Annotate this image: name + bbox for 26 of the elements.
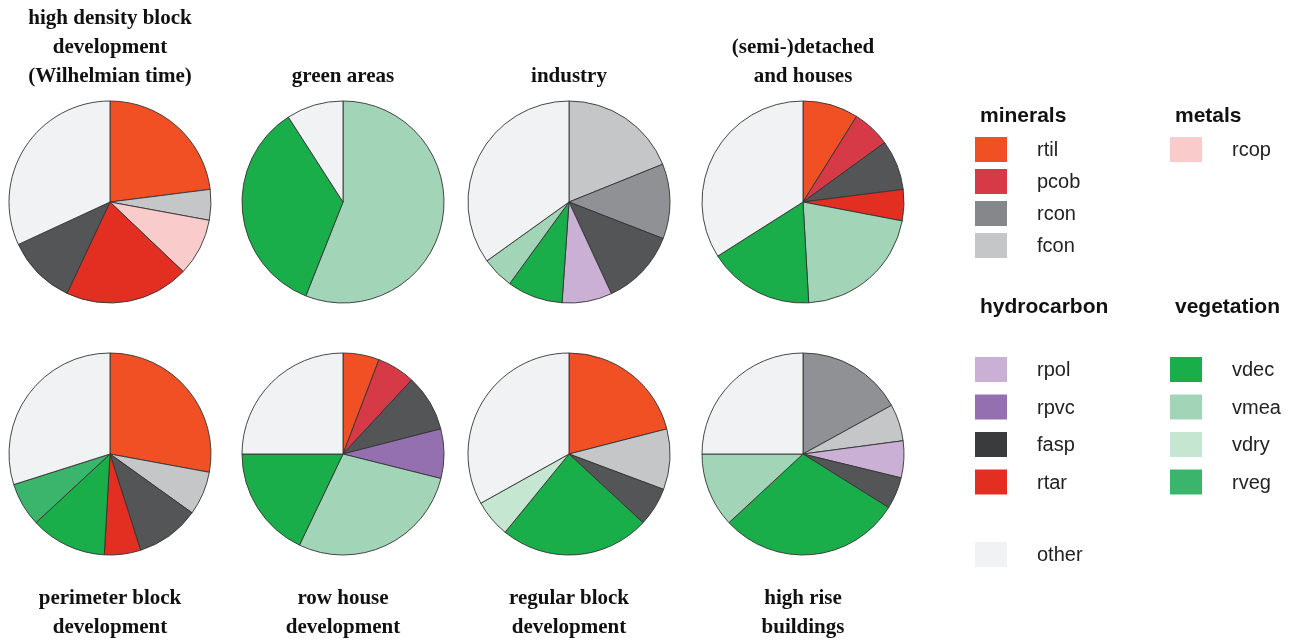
category-label: fasp <box>1037 433 1075 455</box>
text: perimeter block development <box>38 585 182 638</box>
category-label: rcon <box>1037 202 1076 224</box>
text: minerals <box>980 103 1067 126</box>
category-label: rtil <box>1037 138 1059 160</box>
text: regular block development <box>509 585 630 638</box>
category-label: rtar <box>1037 470 1068 493</box>
category-label: rpvc <box>1037 395 1075 418</box>
category-label: vmea <box>1232 395 1282 418</box>
category-label: other <box>1037 543 1083 565</box>
chart-title: (semi-)detached and houses <box>731 34 875 87</box>
text: vegetation <box>1175 294 1281 317</box>
category-label: rcop <box>1232 138 1271 160</box>
chart-title: industry <box>531 63 608 87</box>
chart-title: green areas <box>291 63 395 87</box>
chart-title: high density block development (Wilhelmian time) <box>28 5 193 87</box>
text: high rise buildings <box>761 585 845 638</box>
category-label: rpol <box>1037 358 1071 380</box>
category-label: pcob <box>1037 170 1081 192</box>
text: hydrocarbon <box>980 294 1109 317</box>
text: metals <box>1175 103 1242 126</box>
category-label: vdec <box>1232 358 1275 380</box>
category-label: vdry <box>1232 433 1270 455</box>
category-label: fcon <box>1037 234 1075 256</box>
text: row house development <box>285 585 401 638</box>
category-label: rveg <box>1232 470 1271 493</box>
